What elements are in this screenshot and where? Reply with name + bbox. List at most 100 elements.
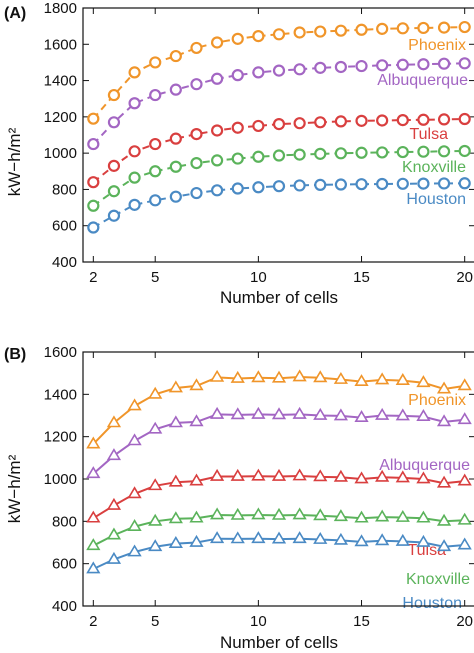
panel-a-data-point-phoenix — [293, 26, 306, 39]
panel-a-data-point-phoenix — [314, 25, 327, 38]
panel-b-data-point-tulsa — [354, 471, 369, 484]
panel-a-data-point-phoenix — [128, 66, 141, 79]
panel-b-data-point-knoxville — [375, 509, 390, 522]
panel-b-data-point-albuquerque — [333, 408, 349, 421]
panel-a-data-point-houston — [231, 182, 244, 195]
panel-a-data-point-houston — [314, 178, 327, 191]
panel-b-data-point-houston — [354, 534, 369, 547]
panel-a-data-point-tulsa — [169, 132, 182, 145]
panel-b-data-point-tulsa — [292, 468, 307, 481]
panel-b-data-point-phoenix — [148, 386, 163, 399]
panel-a-series-label-tulsa: Tulsa — [409, 126, 448, 143]
panel-a-plot: 400 600 800 1000 1200 1400 1600 1800 2 5 10 15 20 Pho… — [44, 0, 474, 286]
panel-b-data-point-tulsa — [230, 468, 245, 481]
panel-b-series-label-albuquerque: Albuquerque — [379, 457, 470, 474]
panel-a-data-point-tulsa — [252, 119, 265, 133]
panel-b-series-label-knoxville: Knoxville — [406, 571, 470, 588]
panel-a-data-point-phoenix — [458, 20, 471, 34]
panel-b-y-tick-label: 1000 — [44, 471, 77, 488]
panel-a-data-point-houston — [128, 198, 141, 211]
panel-b-data-point-houston — [127, 544, 142, 557]
panel-b-data-point-albuquerque — [127, 433, 142, 446]
panel-a-data-point-knoxville — [334, 147, 347, 160]
panel-b-data-point-knoxville — [251, 507, 266, 520]
panel-b-data-point-albuquerque — [148, 421, 163, 434]
panel-b-data-point-tulsa — [313, 469, 328, 482]
panel-b-series-label-houston: Houston — [402, 595, 462, 612]
panel-b-label: (B) — [4, 346, 26, 363]
panel-a-data-point-albuquerque — [149, 88, 162, 102]
panel-b-data-point-albuquerque — [416, 408, 431, 421]
panel-b-data-point-houston — [271, 531, 287, 544]
panel-a-data-point-albuquerque — [396, 58, 409, 71]
panel-b-data-point-phoenix — [375, 372, 390, 385]
panel-b-data-point-houston — [189, 534, 204, 547]
panel-b-data-point-knoxville — [168, 511, 183, 524]
panel-b-data-point-knoxville — [189, 510, 204, 523]
panel-a-data-point-albuquerque — [231, 69, 244, 82]
panel-b-y-tick-label: 1200 — [44, 429, 77, 446]
panel-a-data-point-albuquerque — [169, 83, 182, 96]
panel-b-x-tick-label: 10 — [250, 613, 267, 630]
panel-b-x-tick-label: 5 — [151, 613, 159, 630]
panel-a-data-point-tulsa — [87, 176, 100, 189]
panel-b-data-point-tulsa — [189, 473, 204, 486]
panel-b-data-point-phoenix — [436, 381, 452, 394]
panel-a-y-tick-label: 1800 — [44, 0, 77, 17]
panel-b-data-point-tulsa — [209, 468, 225, 481]
panel-b-series-label-phoenix: Phoenix — [408, 392, 466, 409]
panel-a-data-point-knoxville — [252, 150, 265, 163]
panel-b-data-point-tulsa — [457, 473, 472, 486]
panel-b-data-point-tulsa — [375, 469, 390, 482]
panel-b-x-tick-label: 2 — [89, 613, 97, 630]
panel-a-data-point-albuquerque — [190, 78, 203, 91]
panel-b-data-point-phoenix — [209, 369, 225, 382]
panel-b-data-point-houston — [148, 539, 163, 552]
panel-a-data-point-knoxville — [417, 145, 430, 158]
panel-a-data-point-knoxville — [376, 146, 389, 159]
panel-a-data-point-phoenix — [334, 24, 347, 37]
panel-a-x-tick-label: 2 — [89, 269, 97, 286]
panel-a-data-point-houston — [437, 177, 451, 190]
panel-a-data-point-knoxville — [128, 171, 141, 184]
panel-b-data-point-houston — [395, 533, 410, 546]
panel-b-data-point-albuquerque — [251, 406, 266, 419]
panel-b-data-point-knoxville — [395, 509, 410, 522]
panel-a-data-point-albuquerque — [128, 97, 141, 110]
panel-b-data-point-knoxville — [148, 513, 163, 526]
panel-a-data-point-knoxville — [437, 145, 451, 158]
panel-a-label: (A) — [4, 5, 26, 22]
panel-b-data-point-knoxville — [333, 509, 349, 522]
panel-a-series-label-albuquerque: Albuquerque — [377, 72, 468, 89]
panel-b-data-point-tulsa — [436, 475, 452, 488]
panel-a-data-point-tulsa — [314, 116, 327, 129]
panel-b-data-point-albuquerque — [271, 407, 287, 420]
panel-b-data-point-albuquerque — [230, 407, 245, 420]
panel-b-data-point-phoenix — [292, 369, 307, 382]
panel-b-data-point-tulsa — [333, 469, 349, 482]
panel-b-data-point-houston — [436, 539, 452, 552]
panel-a-y-tick-label: 600 — [52, 218, 77, 235]
panel-a-series-label-houston: Houston — [406, 191, 466, 208]
panel-a-data-point-tulsa — [376, 114, 389, 127]
panel-b-data-point-knoxville — [271, 507, 287, 520]
panel-b-data-point-houston — [416, 534, 431, 547]
panel-a-data-point-tulsa — [417, 113, 430, 126]
panel-a-data-point-phoenix — [211, 36, 224, 49]
panel-a-data-point-tulsa — [231, 121, 244, 134]
panel-b-data-point-tulsa — [271, 468, 287, 481]
panel-a-data-point-tulsa — [128, 145, 141, 158]
panel-a-data-point-knoxville — [272, 149, 286, 162]
panel-b-data-point-houston — [292, 531, 307, 544]
panel-a-data-point-phoenix — [376, 22, 389, 35]
panel-b-data-point-phoenix — [168, 380, 183, 393]
panel-a-y-tick-label: 1200 — [44, 109, 77, 126]
panel-a-y-tick-label: 1400 — [44, 73, 77, 90]
panel-b-data-point-knoxville — [86, 538, 101, 551]
panel-a-data-point-tulsa — [293, 117, 306, 130]
panel-b-data-point-phoenix — [457, 378, 472, 391]
panel-b-data-point-tulsa — [416, 471, 431, 484]
panel-a-data-point-knoxville — [231, 152, 244, 165]
panel-b-data-point-phoenix — [416, 375, 431, 388]
